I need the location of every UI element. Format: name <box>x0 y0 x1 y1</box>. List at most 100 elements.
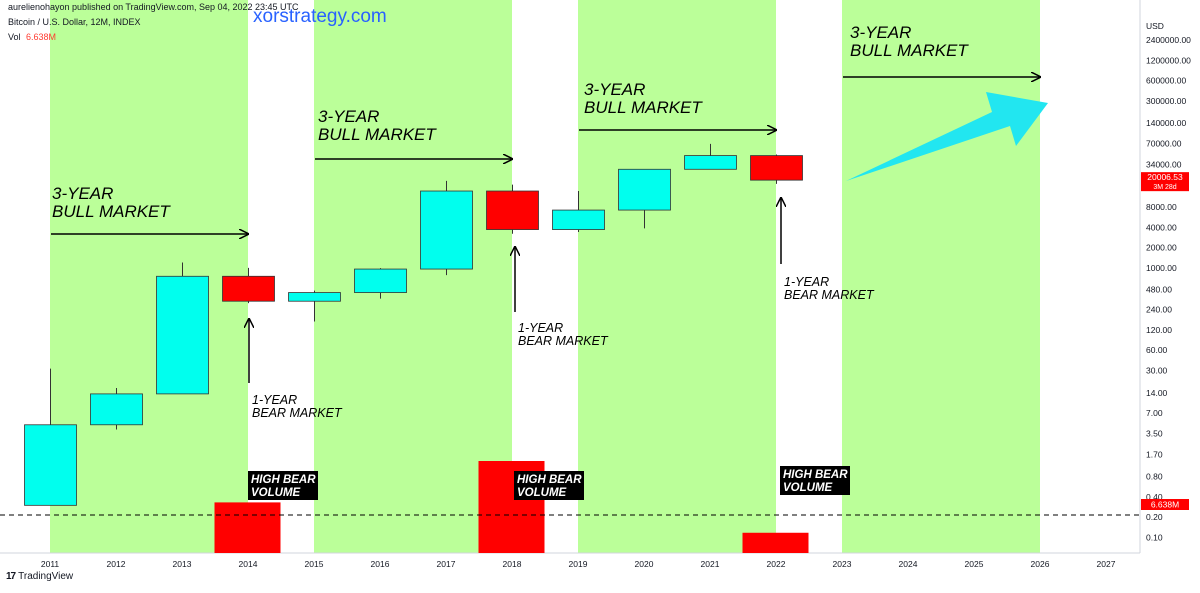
year-tick-label: 2017 <box>437 559 456 569</box>
candle-body-2017 <box>420 190 473 270</box>
year-tick-label: 2024 <box>899 559 918 569</box>
bull-label-line2: BULL MARKET <box>318 125 437 144</box>
bull-label-line2: BULL MARKET <box>850 41 969 60</box>
bull-label-line1: 3-YEAR <box>850 23 911 42</box>
year-tick-label: 2025 <box>965 559 984 569</box>
last-price-countdown: 3M 28d <box>1153 184 1176 191</box>
year-tick-label: 2011 <box>41 559 60 569</box>
bull-label-line1: 3-YEAR <box>318 107 379 126</box>
price-tick-label: 3.50 <box>1146 428 1163 438</box>
volume-tag <box>1141 499 1189 510</box>
price-tick-label: 7.00 <box>1146 408 1163 418</box>
year-tick-label: 2015 <box>305 559 324 569</box>
price-tick-label: 34000.00 <box>1146 160 1182 170</box>
price-tick-label: 2400000.00 <box>1146 35 1191 45</box>
volume-legend-value: 6.638M <box>26 32 57 42</box>
price-tick-label: 8000.00 <box>1146 202 1177 212</box>
candle-body-2022 <box>750 155 803 181</box>
year-tick-label: 2021 <box>701 559 720 569</box>
last-price-tag <box>1141 172 1189 192</box>
candle-body-2021 <box>684 155 737 170</box>
volume-bar-2022 <box>742 532 809 553</box>
volume-label-box-1 <box>248 471 318 500</box>
price-tick-label: 60.00 <box>1146 345 1168 355</box>
volume-legend-label: Vol <box>8 32 21 42</box>
price-tick-label: 300000.00 <box>1146 96 1186 106</box>
bear-label-line2: BEAR MARKET <box>252 406 343 420</box>
bear-label-line1: 1-YEAR <box>784 275 829 289</box>
year-tick-label: 2026 <box>1031 559 1050 569</box>
price-tick-label: 140000.00 <box>1146 118 1186 128</box>
year-tick-label: 2018 <box>503 559 522 569</box>
volume-label-line1: HIGH BEAR <box>251 474 316 486</box>
bear-label-line2: BEAR MARKET <box>784 288 875 302</box>
candle-body-2011 <box>24 424 77 506</box>
bull-zone-1 <box>50 0 248 553</box>
year-tick-label: 2012 <box>107 559 126 569</box>
candle-body-2012 <box>90 393 143 426</box>
year-tick-label: 2019 <box>569 559 588 569</box>
price-tick-label: 1000.00 <box>1146 263 1177 273</box>
volume-label-box-2 <box>514 471 584 500</box>
volume-label-box-3 <box>780 466 850 495</box>
volume-label-line1: HIGH BEAR <box>517 474 582 486</box>
candle-body-2014 <box>222 275 275 302</box>
volume-tag-value: 6.638M <box>1151 500 1179 510</box>
year-tick-label: 2014 <box>239 559 258 569</box>
price-tick-label: 4000.00 <box>1146 222 1177 232</box>
price-tick-label: 600000.00 <box>1146 76 1186 86</box>
year-tick-label: 2022 <box>767 559 786 569</box>
year-tick-label: 2013 <box>173 559 192 569</box>
price-tick-label: 70000.00 <box>1146 138 1182 148</box>
candle-body-2016 <box>354 268 407 293</box>
bull-zone-2 <box>314 0 512 553</box>
price-tick-label: 30.00 <box>1146 366 1168 376</box>
price-tick-label: 1200000.00 <box>1146 55 1191 65</box>
price-tick-label: 240.00 <box>1146 305 1172 315</box>
symbol-line: Bitcoin / U.S. Dollar, 12M, INDEX <box>8 17 141 27</box>
projection-arrow <box>846 92 1048 181</box>
watermark: xorstrategy.com <box>253 6 387 27</box>
publisher-line: aurelienohayon published on TradingView.… <box>8 2 299 12</box>
tradingview-brand: TradingView <box>18 571 74 582</box>
year-tick-label: 2023 <box>833 559 852 569</box>
candle-body-2019 <box>552 209 605 230</box>
bear-label-line1: 1-YEAR <box>518 321 563 335</box>
bull-label-line2: BULL MARKET <box>52 202 171 221</box>
last-price-value: 20006.53 <box>1147 172 1183 182</box>
tradingview-logo[interactable]: 17 TradingView <box>6 571 73 582</box>
volume-bar-2014 <box>214 502 281 553</box>
price-tick-label: 480.00 <box>1146 284 1172 294</box>
tradingview-icon: 17 <box>6 571 16 582</box>
bull-label-line1: 3-YEAR <box>584 80 645 99</box>
bull-zone-3 <box>578 0 776 553</box>
bull-label-line2: BULL MARKET <box>584 98 703 117</box>
price-tick-label: 0.10 <box>1146 533 1163 543</box>
volume-label-line2: VOLUME <box>517 487 567 499</box>
year-tick-label: 2027 <box>1097 559 1116 569</box>
bull-label-line1: 3-YEAR <box>52 184 113 203</box>
price-tick-label: 0.40 <box>1146 492 1163 502</box>
candle-body-2013 <box>156 275 209 395</box>
candle-body-2020 <box>618 168 671 211</box>
year-tick-label: 2020 <box>635 559 654 569</box>
bear-label-line1: 1-YEAR <box>252 393 297 407</box>
candle-body-2018 <box>486 190 539 230</box>
candle-body-2015 <box>288 292 341 302</box>
volume-label-line2: VOLUME <box>783 482 833 494</box>
volume-label-line1: HIGH BEAR <box>783 469 848 481</box>
price-tick-label: 1.70 <box>1146 450 1163 460</box>
price-tick-label: 0.20 <box>1146 512 1163 522</box>
price-tick-label: 2000.00 <box>1146 243 1177 253</box>
bull-zone-4 <box>842 0 1040 553</box>
volume-legend: Vol 6.638M <box>8 32 56 42</box>
price-tick-label: 0.80 <box>1146 472 1163 482</box>
price-tick-label: 14.00 <box>1146 388 1168 398</box>
bear-label-line2: BEAR MARKET <box>518 334 609 348</box>
price-axis-unit: USD <box>1146 21 1164 31</box>
price-tick-label: 120.00 <box>1146 325 1172 335</box>
volume-label-line2: VOLUME <box>251 487 301 499</box>
year-tick-label: 2016 <box>371 559 390 569</box>
